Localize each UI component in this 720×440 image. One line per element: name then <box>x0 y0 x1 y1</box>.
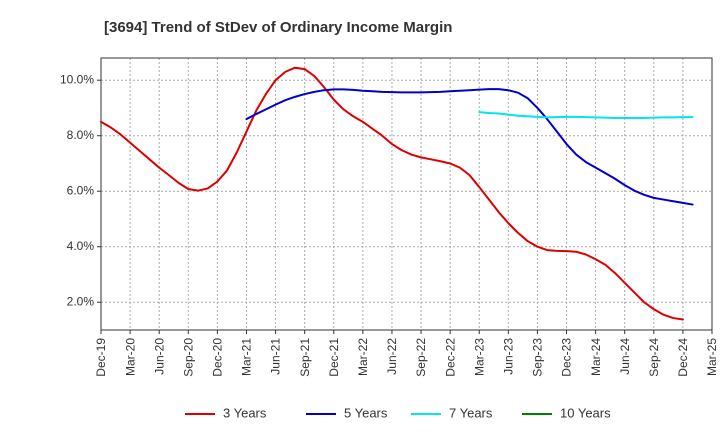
x-tick-label: Dec-24 <box>676 338 690 377</box>
plot-frame <box>100 57 713 331</box>
x-tick-label: Mar-22 <box>356 338 370 376</box>
x-axis: Dec-19 Mar-20 Jun-20 Sep-20 Dec-20 Mar-21 Jun-… <box>94 330 719 377</box>
x-tick-label: Dec-20 <box>211 338 225 377</box>
x-tick-label: Sep-22 <box>414 338 428 377</box>
x-tick-label: Jun-22 <box>385 338 399 375</box>
x-tick-label: Sep-20 <box>181 338 195 377</box>
x-tick-label: Mar-25 <box>705 338 719 376</box>
legend-label-10-years: 10 Years <box>560 405 611 420</box>
x-tick-label: Mar-21 <box>240 338 254 376</box>
x-tick-label: Dec-19 <box>94 338 108 377</box>
x-tick-label: Mar-20 <box>123 338 137 376</box>
series-line-5-years <box>245 88 694 206</box>
x-tick-label: Dec-22 <box>443 338 457 377</box>
x-tick-label: Sep-21 <box>298 338 312 377</box>
plot-border <box>100 57 713 331</box>
y-tick-label: 10.0% <box>60 72 94 86</box>
x-tick-label: Dec-21 <box>327 338 341 377</box>
legend-label-7-years: 7 Years <box>449 405 493 420</box>
x-tick-label: Dec-23 <box>560 338 574 377</box>
x-tick-label: Jun-24 <box>618 338 632 375</box>
legend-label-5-years: 5 Years <box>344 405 388 420</box>
series-lines <box>100 66 694 321</box>
x-tick-label: Jun-20 <box>152 338 166 375</box>
chart-title: [3694] Trend of StDev of Ordinary Income… <box>104 19 452 36</box>
x-tick-label: Jun-21 <box>269 338 283 375</box>
y-axis: 2.0% 4.0% 6.0% 8.0% 10.0% <box>60 72 101 308</box>
y-tick-label: 4.0% <box>67 239 95 253</box>
series-line-7-years <box>478 111 694 119</box>
x-tick-label: Sep-24 <box>647 338 661 377</box>
y-tick-label: 8.0% <box>67 128 95 142</box>
grid <box>100 58 713 330</box>
y-tick-label: 6.0% <box>67 183 95 197</box>
x-tick-label: Sep-23 <box>531 338 545 377</box>
x-tick-label: Mar-24 <box>589 338 603 376</box>
legend-label-3-years: 3 Years <box>223 405 267 420</box>
x-tick-label: Mar-23 <box>472 338 486 376</box>
series-line-3-years <box>100 66 684 321</box>
y-tick-label: 2.0% <box>67 294 95 308</box>
x-tick-label: Jun-23 <box>502 338 516 375</box>
legend: 3 Years 5 Years 7 Years 10 Years <box>185 405 611 420</box>
